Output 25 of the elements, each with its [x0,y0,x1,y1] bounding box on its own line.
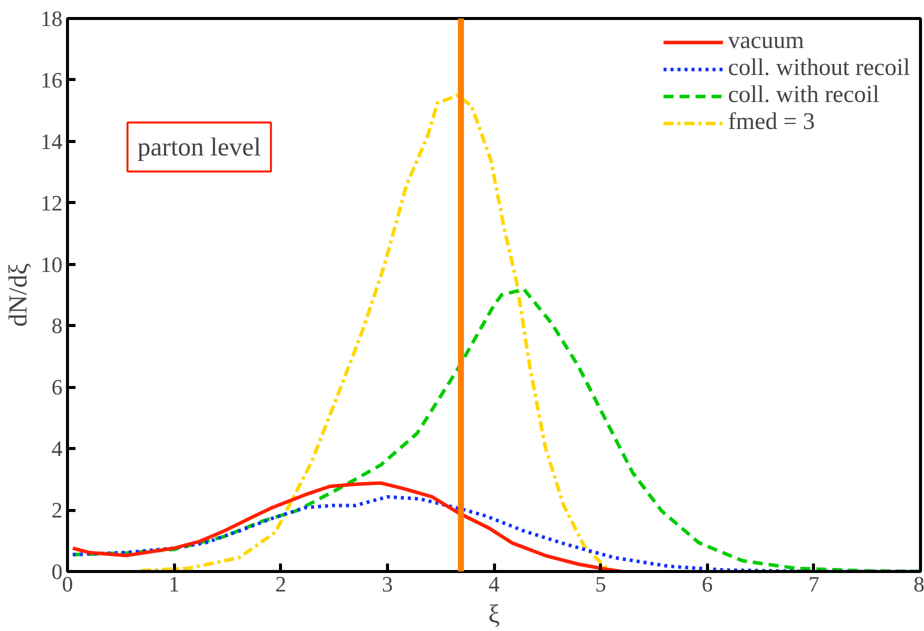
y-tick-label: 8 [52,313,62,338]
legend-label: coll. with recoil [728,82,880,109]
x-tick-label: 1 [168,572,180,596]
x-tick-label: 3 [382,572,393,596]
y-axis-title: dN/dξ [4,263,32,327]
y-tick-label: 6 [52,374,62,400]
line-series [71,481,624,572]
y-tick-label: 4 [52,436,62,462]
legend-label: fmed = 3 [728,109,815,136]
x-tick-label: 6 [702,572,713,596]
x-axis-title: ξ [488,600,500,628]
annotation: parton level [138,132,261,162]
x-tick-label: 2 [275,572,286,596]
y-tick-label: 18 [40,6,62,31]
y-tick-label: 10 [40,252,62,277]
legend-label: vacuum [728,28,804,55]
y-tick-label: 16 [40,67,62,92]
y-tick-label: 2 [52,498,62,523]
y-tick-label: 14 [40,128,62,154]
legend-label: coll. without recoil [728,55,910,82]
y-tick-label: 12 [40,190,62,216]
x-tick-label: 5 [595,572,606,596]
x-tick-label: 4 [488,572,500,596]
x-tick-label: 7 [808,572,820,596]
x-tick-label: 8 [914,572,924,596]
